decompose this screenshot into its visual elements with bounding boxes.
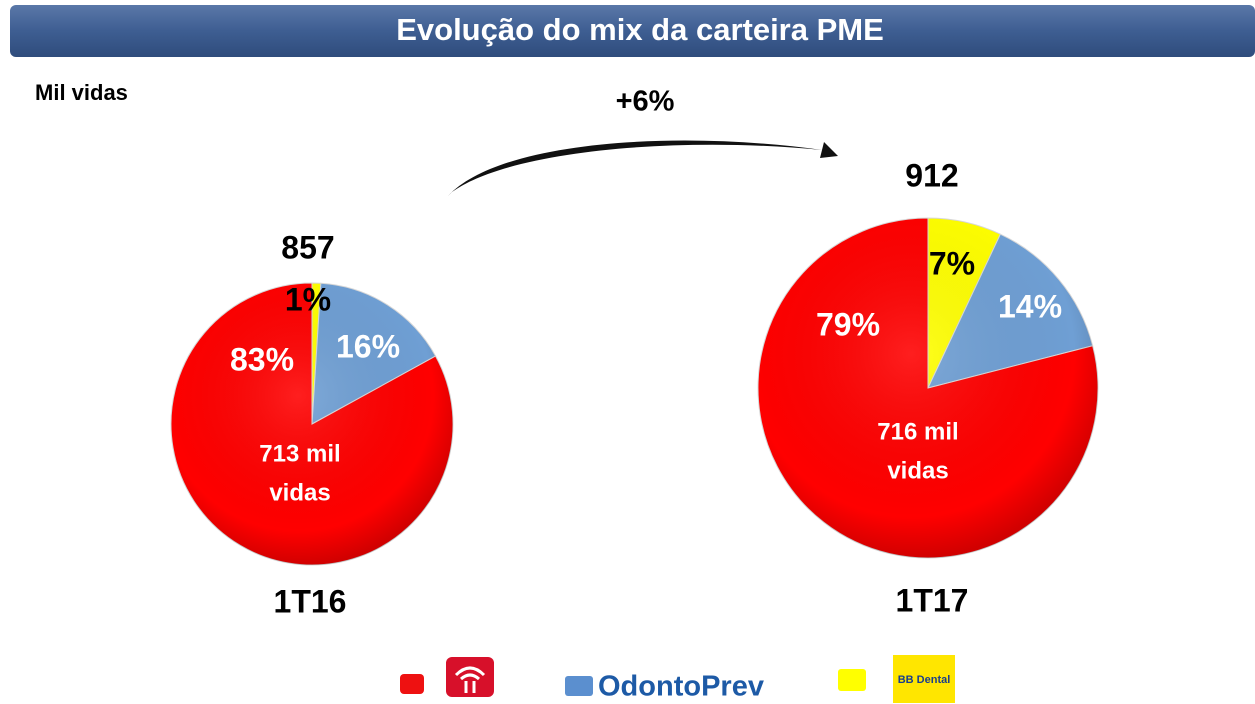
unit-label: Mil vidas (35, 80, 128, 105)
pie-total: 857 (281, 229, 334, 265)
growth-arrow (448, 140, 838, 196)
slice-annotation: vidas (887, 457, 948, 484)
bradesco-symbol (454, 666, 486, 693)
slice-label: 83% (230, 341, 294, 377)
legend: OdontoPrev BB Dental (400, 655, 955, 703)
bbdental-logo (893, 655, 955, 703)
pie-total: 912 (905, 157, 958, 193)
slice-label: 14% (998, 288, 1062, 324)
bradesco-logo (446, 657, 494, 697)
header-bar (10, 5, 1255, 57)
slice-annotation: vidas (269, 479, 330, 506)
slice-label: 7% (929, 245, 975, 281)
legend-swatch (838, 669, 866, 691)
slice-annotation: 716 mil (877, 418, 958, 445)
slice-label: 79% (816, 306, 880, 342)
slice-label: 1% (285, 281, 331, 317)
slice-annotation: 713 mil (259, 440, 340, 467)
growth-label: +6% (616, 86, 675, 118)
legend-swatch (565, 676, 593, 696)
odontoprev-logo: OdontoPrev (598, 671, 764, 703)
legend-swatch (400, 674, 424, 694)
slice-label: 16% (336, 328, 400, 364)
pie-category: 1T16 (274, 583, 347, 619)
bbdental-text: BB Dental (898, 674, 951, 686)
title: Evolução do mix da carteira PME (396, 12, 884, 47)
pie-category: 1T17 (896, 582, 969, 618)
